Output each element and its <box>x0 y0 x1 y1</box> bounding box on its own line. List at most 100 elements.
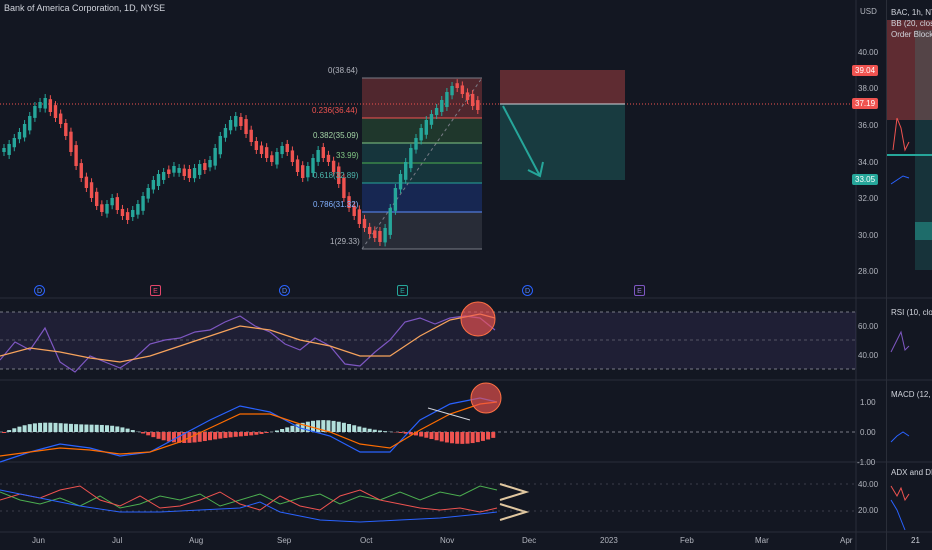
price-label: 40.00 <box>858 48 879 57</box>
macd-histogram-bar <box>439 432 444 442</box>
macd-histogram-bar <box>12 428 17 432</box>
candle-body <box>136 204 140 215</box>
secondary-chart-svg <box>887 20 932 533</box>
candle-body <box>367 226 372 234</box>
earnings-event-icon[interactable]: E <box>397 285 408 296</box>
secondary-chart-panel[interactable]: BAC, 1h, NY BB (20, clos Order Block RSI… <box>886 0 932 550</box>
macd-axis-label: -1.00 <box>857 458 876 467</box>
fibonacci-retracement[interactable] <box>361 77 483 250</box>
candle-body <box>141 196 145 211</box>
time-axis-label: 2023 <box>600 536 618 545</box>
secondary-macd-label: MACD (12, <box>891 390 931 399</box>
candle-body <box>414 138 418 150</box>
macd-histogram-bar <box>130 430 135 432</box>
earnings-event-icon[interactable]: E <box>634 285 645 296</box>
macd-histogram-bar <box>2 432 6 433</box>
candle-body <box>69 131 73 152</box>
macd-histogram-bar <box>300 422 305 432</box>
main-chart[interactable] <box>0 0 886 550</box>
secondary-time-label: 21 <box>911 536 920 545</box>
macd-histogram-bar <box>455 432 460 444</box>
macd-histogram-bar <box>341 422 346 432</box>
macd-histogram-bar <box>362 427 367 432</box>
adx-axis-label: 20.00 <box>858 506 879 515</box>
macd-histogram-bar <box>202 432 207 442</box>
macd-histogram-bar <box>403 432 408 434</box>
macd-histogram-bar <box>352 425 357 432</box>
candle-body <box>208 160 212 168</box>
rsi-axis-label: 40.00 <box>858 351 879 360</box>
macd-histogram-bar <box>22 425 27 432</box>
macd-histogram-bar <box>434 432 439 441</box>
macd-histogram-bar <box>305 421 310 432</box>
candle-body <box>228 120 233 131</box>
candle-body <box>48 99 53 112</box>
macd-histogram-bar <box>218 432 223 439</box>
candle-body <box>156 174 161 187</box>
macd-histogram-bar <box>470 432 475 444</box>
candle-body <box>270 155 274 162</box>
macd-histogram-bar <box>321 420 326 432</box>
candle-body <box>22 124 27 138</box>
macd-histogram-bar <box>38 422 43 432</box>
rsi-axis-label: 60.00 <box>858 322 879 331</box>
dividend-event-icon[interactable]: D <box>34 285 45 296</box>
candle-body <box>84 176 89 188</box>
macd-histogram-bar <box>74 424 79 432</box>
candle-body <box>424 120 428 135</box>
candle-body <box>275 152 279 165</box>
macd-histogram-bar <box>43 422 48 432</box>
candle-body <box>74 145 78 166</box>
fib-level-0236: 0.236(36.44) <box>312 106 358 115</box>
secondary-symbol: BAC, 1h, NY <box>891 8 932 17</box>
macd-histogram-bar <box>233 432 238 437</box>
macd-histogram-bar <box>254 432 259 435</box>
candle-body <box>301 165 305 178</box>
fib-level-0618: 0.618(32.89) <box>313 171 359 180</box>
current-price-tag: 37.19 <box>852 98 879 109</box>
time-axis-label: Oct <box>360 536 373 545</box>
time-axis-label: Apr <box>840 536 853 545</box>
candle-body <box>404 162 408 180</box>
earnings-event-icon[interactable]: E <box>150 285 161 296</box>
candle-body <box>373 230 377 238</box>
candle-body <box>33 106 37 118</box>
adx-pane <box>0 483 856 523</box>
dividend-event-icon[interactable]: D <box>522 285 533 296</box>
candle-body <box>146 188 150 199</box>
candle-body <box>79 163 83 178</box>
candle-body <box>429 114 434 125</box>
candle-body <box>295 159 300 172</box>
candle-body <box>409 148 413 169</box>
macd-histogram-bar <box>295 424 300 432</box>
macd-histogram-bar <box>238 432 243 437</box>
candle-body <box>460 85 465 94</box>
candle-body <box>105 204 109 214</box>
fib-level-0786: 0.786(31.32) <box>313 200 359 209</box>
macd-axis-label: 1.00 <box>860 398 876 407</box>
macd-histogram-bar <box>89 424 94 432</box>
candle-body <box>398 174 403 190</box>
macd-histogram-bar <box>120 427 125 432</box>
secondary-rsi-label: RSI (10, clos <box>891 308 932 317</box>
short-position-tool[interactable] <box>500 70 625 180</box>
fib-level-0382: 0.382(35.09) <box>313 131 359 140</box>
macd-histogram-bar <box>213 432 218 440</box>
macd-histogram-bar <box>465 432 470 444</box>
macd-histogram-bar <box>274 430 279 432</box>
candle-body <box>244 119 248 134</box>
macd-histogram-bar <box>429 432 434 439</box>
macd-histogram-bar <box>419 432 424 437</box>
candle-body <box>182 168 186 176</box>
candle-body <box>306 166 310 178</box>
candle-body <box>450 86 454 96</box>
secondary-order-block: Order Block <box>891 30 932 39</box>
candle-body <box>440 100 444 112</box>
macd-histogram-bar <box>486 432 491 440</box>
dividend-event-icon[interactable]: D <box>279 285 290 296</box>
candle-body <box>53 105 58 118</box>
macd-histogram-bar <box>197 432 202 442</box>
candle-body <box>239 116 243 126</box>
candle-body <box>17 132 22 140</box>
macd-histogram-bar <box>326 420 331 432</box>
